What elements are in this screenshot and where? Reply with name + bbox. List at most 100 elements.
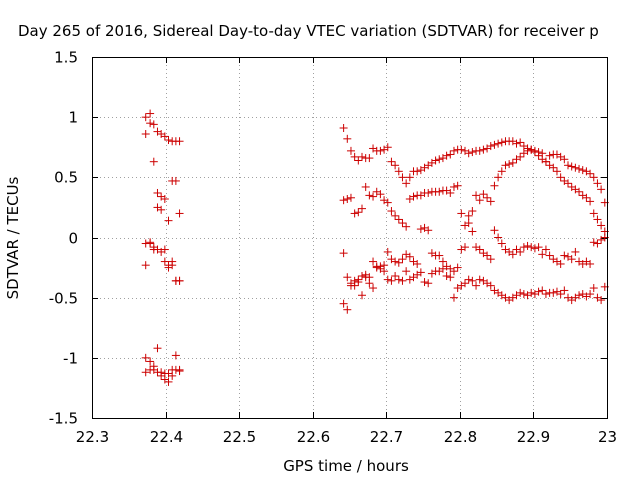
data-point [369,284,378,293]
data-point [556,259,565,268]
data-point [405,173,414,182]
data-point [164,377,173,386]
data-point [575,187,584,196]
data-point [457,145,466,154]
data-point [486,197,495,206]
data-point [420,278,429,287]
data-point [597,221,606,230]
data-point [424,188,433,197]
data-point [497,239,506,248]
x-tick-label: 22.3 [76,428,109,446]
data-point [398,276,407,285]
x-tick-label: 22.6 [297,428,330,446]
data-point [391,257,400,266]
data-point [494,139,503,148]
data-point [365,279,374,288]
data-point [464,219,473,228]
data-point [383,275,392,284]
data-point [435,187,444,196]
data-point [475,196,484,205]
data-point [141,113,150,122]
data-point [153,188,162,197]
data-point [354,208,363,217]
data-point [358,204,367,213]
data-point [149,120,158,129]
data-point [597,185,606,194]
data-point [339,299,348,308]
data-point [468,207,477,216]
data-point [424,279,433,288]
plot-frame [92,57,608,419]
data-point [438,257,447,266]
data-point [534,243,543,252]
x-tick-label: 22.9 [517,428,550,446]
data-point [453,181,462,190]
x-tick-label: 23 [598,428,617,446]
data-point [479,190,488,199]
data-point [589,238,598,247]
data-point [464,149,473,158]
data-point [516,138,525,147]
y-tick-label: -1 [63,350,78,368]
data-point [442,151,451,160]
data-point [560,251,569,260]
data-point [589,209,598,218]
data-point [449,293,458,302]
data-point [431,156,440,165]
data-point [549,163,558,172]
data-point [534,151,543,160]
data-point [358,152,367,161]
y-tick-label: -0.5 [49,290,78,308]
data-point [453,263,462,272]
data-point [593,215,602,224]
data-point [483,251,492,260]
data-point [369,192,378,201]
data-point [339,249,348,258]
data-point [475,146,484,155]
data-point [505,160,514,169]
data-point [556,173,565,182]
data-point [435,251,444,260]
data-point [479,145,488,154]
data-point [516,247,525,256]
data-point [160,132,169,141]
data-point [442,272,451,281]
data-point [175,276,184,285]
data-point [164,369,173,378]
data-point [501,161,510,170]
data-point [519,290,528,299]
data-point [372,263,381,272]
data-point [365,154,374,163]
data-point [350,209,359,218]
data-point [597,296,606,305]
data-point [146,357,155,366]
data-point [530,148,539,157]
data-point [593,239,602,248]
data-point [354,278,363,287]
data-point [516,152,525,161]
data-point [361,182,370,191]
data-point [461,279,470,288]
data-point [376,262,385,271]
data-point [464,275,473,284]
y-tick-label: -1.5 [49,410,78,428]
data-point [391,272,400,281]
data-point [556,290,565,299]
data-point [586,259,595,268]
data-point [376,146,385,155]
x-tick-label: 22.7 [370,428,403,446]
y-tick-label: 0.5 [54,169,78,187]
data-point [380,267,389,276]
chart-title: Day 265 of 2016, Sidereal Day-to-day VTE… [18,22,599,40]
data-point [464,211,473,220]
y-tick-label: 1 [68,109,78,127]
data-point [402,267,411,276]
data-point [461,243,470,252]
data-point [358,272,367,281]
data-point [483,193,492,202]
data-point [343,194,352,203]
data-point [141,130,150,139]
x-axis-label: GPS time / hours [283,457,409,475]
data-point [175,137,184,146]
